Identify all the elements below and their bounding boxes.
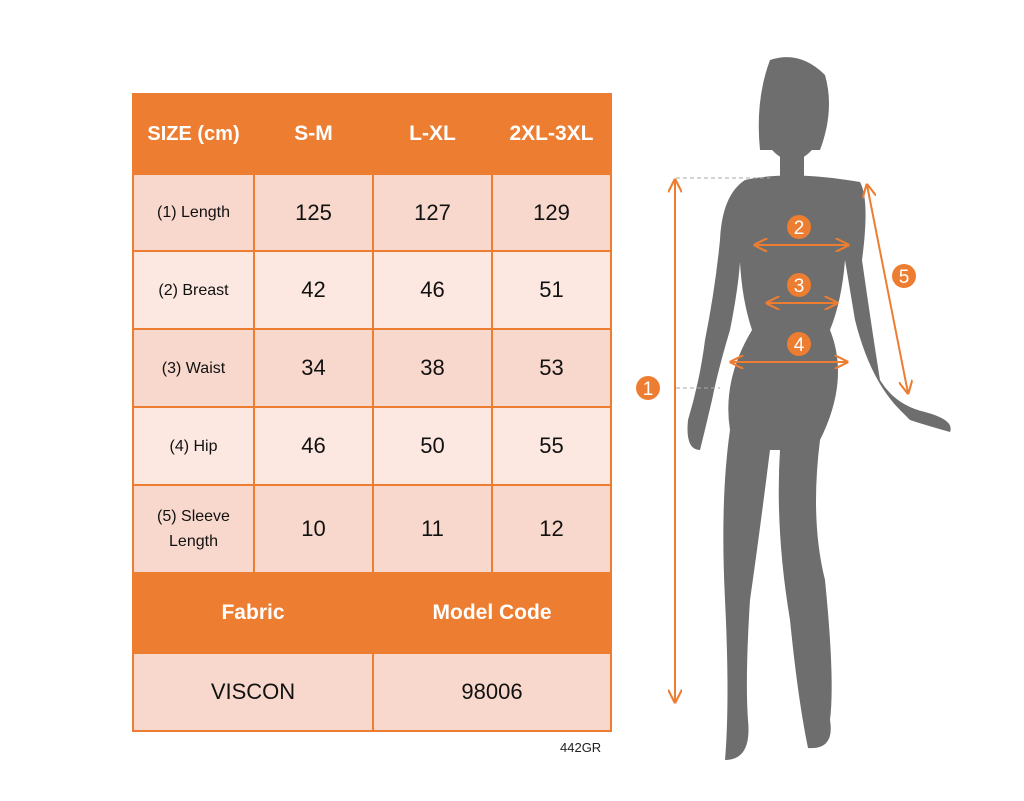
cell: 11 xyxy=(372,484,493,574)
cell: 125 xyxy=(253,173,374,252)
cell: 10 xyxy=(253,484,374,574)
footer-header-row: Fabric Model Code xyxy=(132,572,612,654)
cell: 12 xyxy=(491,484,612,574)
cell: 42 xyxy=(253,250,374,330)
fabric-value: VISCON xyxy=(132,652,374,732)
footer-row: VISCON 98006 xyxy=(132,652,612,732)
header-fabric: Fabric xyxy=(132,572,374,654)
row-label: (2) Breast xyxy=(132,250,255,330)
cell: 38 xyxy=(372,328,493,408)
size-chart-table: SIZE (cm) S-M L-XL 2XL-3XL (1) Length 12… xyxy=(132,93,612,732)
header-size: SIZE (cm) xyxy=(132,93,255,175)
cell: 50 xyxy=(372,406,493,486)
row-label: (1) Length xyxy=(132,173,255,252)
product-code: 442GR xyxy=(560,740,602,755)
header-2xl-3xl: 2XL-3XL xyxy=(491,93,612,175)
body-silhouette-figure: 1 2 3 4 5 xyxy=(636,57,951,761)
marker-5: 5 xyxy=(899,267,910,288)
model-code-value: 98006 xyxy=(372,652,612,732)
marker-3: 3 xyxy=(794,276,805,297)
silhouette xyxy=(687,57,951,761)
header-row: SIZE (cm) S-M L-XL 2XL-3XL xyxy=(132,93,612,175)
table-row: (1) Length 125 127 129 xyxy=(132,173,612,252)
table-row: (4) Hip 46 50 55 xyxy=(132,406,612,486)
cell: 127 xyxy=(372,173,493,252)
sleeve-arrow xyxy=(867,185,908,393)
marker-2: 2 xyxy=(794,218,805,239)
row-label: (4) Hip xyxy=(132,406,255,486)
row-label: (3) Waist xyxy=(132,328,255,408)
cell: 53 xyxy=(491,328,612,408)
cell: 46 xyxy=(372,250,493,330)
cell: 34 xyxy=(253,328,374,408)
cell: 55 xyxy=(491,406,612,486)
marker-1: 1 xyxy=(643,379,654,400)
marker-4: 4 xyxy=(794,335,805,356)
table-row: (5) Sleeve Length 10 11 12 xyxy=(132,484,612,574)
cell: 51 xyxy=(491,250,612,330)
cell: 129 xyxy=(491,173,612,252)
row-label: (5) Sleeve Length xyxy=(132,484,255,574)
header-l-xl: L-XL xyxy=(372,93,493,175)
header-s-m: S-M xyxy=(253,93,374,175)
table-row: (3) Waist 34 38 53 xyxy=(132,328,612,408)
table-row: (2) Breast 42 46 51 xyxy=(132,250,612,330)
header-model-code: Model Code xyxy=(372,572,612,654)
cell: 46 xyxy=(253,406,374,486)
